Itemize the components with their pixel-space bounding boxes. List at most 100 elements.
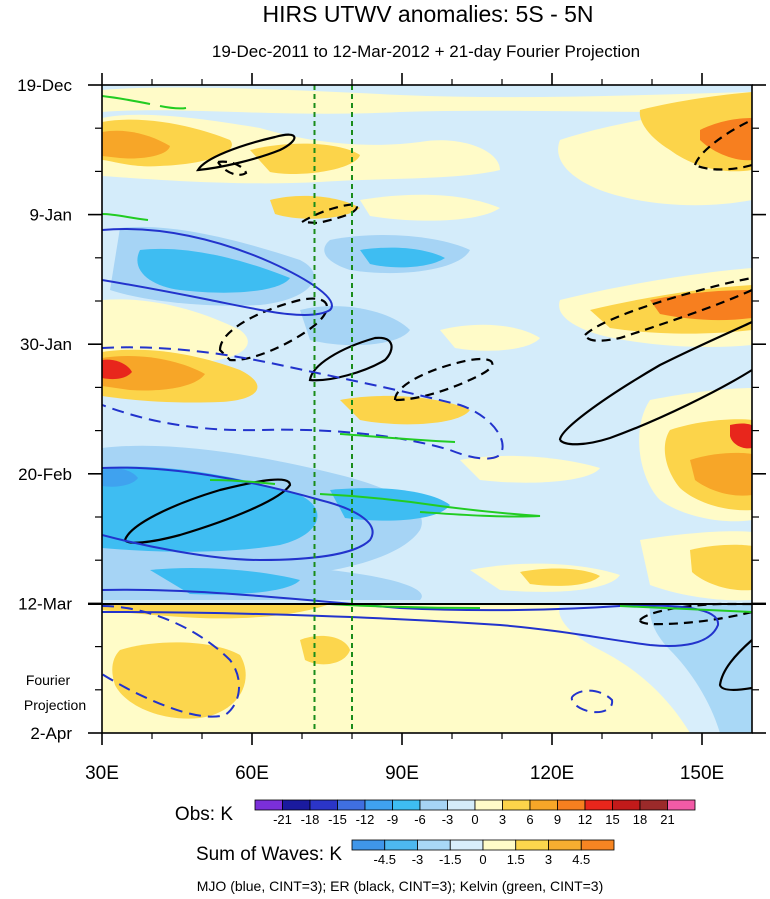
colorbar-level-label: 6 <box>526 812 533 827</box>
er-contour-negative <box>218 297 328 362</box>
colorbar-level-label: -9 <box>387 812 399 827</box>
colorbar-level-label: 18 <box>633 812 647 827</box>
obs-blob <box>270 195 360 219</box>
colorbar-swatch <box>309 799 338 811</box>
plot-area <box>102 85 752 733</box>
colorbar-swatch <box>548 839 582 851</box>
colorbar-level-label: 12 <box>578 812 592 827</box>
obs-blob <box>340 395 470 425</box>
colorbar-level-label: -3 <box>412 852 424 867</box>
obs-blob <box>690 452 752 496</box>
colorbar-swatch <box>254 799 283 811</box>
colorbar-swatch <box>392 799 421 811</box>
colorbar-level-label: -6 <box>414 812 426 827</box>
colorbar-level-label: -12 <box>356 812 375 827</box>
obs-blob <box>102 466 318 552</box>
colorbar-swatch <box>612 799 641 811</box>
colorbar-swatch <box>557 799 586 811</box>
er-contour-positive <box>308 336 393 382</box>
obs-colorbar: -21 -18 -15 -12 -9 -6 -3 0 3 6 9 12 15 18 21 <box>254 799 696 827</box>
y-tick-label: 20-Feb <box>18 465 72 484</box>
proj-blob <box>300 635 350 665</box>
obs-blob <box>102 87 752 114</box>
obs-blob <box>360 247 445 268</box>
colorbar-swatch <box>417 839 451 851</box>
x-tick-label: 120E <box>530 763 574 784</box>
waves-colorbar-label: Sum of Waves: K <box>196 844 342 865</box>
proj-blob <box>112 642 246 719</box>
mjo-contour-positive <box>570 689 614 714</box>
obs-blob <box>102 299 248 362</box>
reference-longitudes <box>313 85 353 733</box>
er-contour-negative <box>298 202 359 225</box>
er-contour-positive <box>123 478 292 544</box>
er-contours <box>123 118 752 691</box>
colorbar-level-label: -15 <box>328 812 347 827</box>
colorbar-swatch <box>337 799 366 811</box>
colorbar-swatch <box>639 799 668 811</box>
kelvin-contours <box>102 95 752 613</box>
er-contour-negative <box>693 118 752 171</box>
colorbar-swatch <box>667 799 696 811</box>
colorbar-swatch <box>282 799 311 811</box>
obs-blob <box>102 468 138 487</box>
colorbar-swatch <box>447 799 476 811</box>
colorbar-level-label: 0 <box>471 812 478 827</box>
obs-blob <box>690 544 752 591</box>
colorbar-swatch <box>384 839 418 851</box>
obs-blob <box>700 118 752 161</box>
colorbar-level-label: 9 <box>554 812 561 827</box>
obs-blob <box>440 324 540 351</box>
colorbar-level-label: -4.5 <box>374 852 396 867</box>
colorbar-level-label: 0 <box>479 852 486 867</box>
kelvin-contour <box>319 493 541 518</box>
colorbar-swatch <box>515 839 549 851</box>
colorbar-swatch <box>474 799 503 811</box>
colorbar-swatch <box>584 799 613 811</box>
obs-blob <box>520 568 600 586</box>
obs-blob <box>460 455 600 483</box>
axes: 19-Dec 9-Jan 30-Jan 20-Feb 12-Mar 2-Apr 30E 60E… <box>17 73 766 784</box>
colorbar-swatch <box>364 799 393 811</box>
colorbar-level-label: -21 <box>273 812 292 827</box>
kelvin-contour <box>209 479 276 485</box>
colorbar-level-label: -18 <box>301 812 320 827</box>
colorbar-swatch <box>419 799 448 811</box>
mjo-contour-negative <box>102 228 333 316</box>
y-tick-label: 9-Jan <box>29 206 72 225</box>
colorbar-level-label: 21 <box>660 812 674 827</box>
projection-field <box>102 604 752 733</box>
obs-blob <box>102 355 205 391</box>
mjo-contour-positive <box>102 605 241 718</box>
colorbar-level-label: -3 <box>442 812 454 827</box>
x-tick-label: 60E <box>235 763 269 784</box>
colorbar-level-label: 3 <box>545 852 552 867</box>
colorbar-swatch <box>580 839 615 851</box>
kelvin-contour <box>339 433 456 443</box>
colorbar-level-label: -1.5 <box>439 852 461 867</box>
obs-blob <box>150 568 300 595</box>
obs-blob <box>102 359 132 380</box>
colorbar-swatch <box>482 839 517 851</box>
colorbar-swatch <box>529 799 558 811</box>
x-tick-label: 150E <box>680 763 724 784</box>
colorbar-level-label: 4.5 <box>572 852 590 867</box>
er-contour-negative <box>217 160 248 176</box>
proj-blob <box>649 604 752 733</box>
projection-label-line2: Projection <box>24 697 86 713</box>
x-tick-label: 30E <box>85 763 119 784</box>
mjo-contour-negative <box>102 466 374 562</box>
projection-label-line1: Fourier <box>26 672 71 688</box>
y-tick-label: 30-Jan <box>20 335 72 354</box>
obs-blob <box>300 306 410 346</box>
colorbar-level-label: 3 <box>499 812 506 827</box>
y-tick-label: 19-Dec <box>17 76 72 95</box>
er-contour-positive <box>718 639 752 691</box>
colorbar-level-label: 1.5 <box>507 852 525 867</box>
er-contour-negative <box>583 276 752 342</box>
colorbar-level-label: 15 <box>605 812 619 827</box>
obs-blob <box>730 423 752 449</box>
colorbar-swatch <box>449 839 484 851</box>
chart-subtitle: 19-Dec-2011 to 12-Mar-2012 + 21-day Four… <box>212 42 640 61</box>
